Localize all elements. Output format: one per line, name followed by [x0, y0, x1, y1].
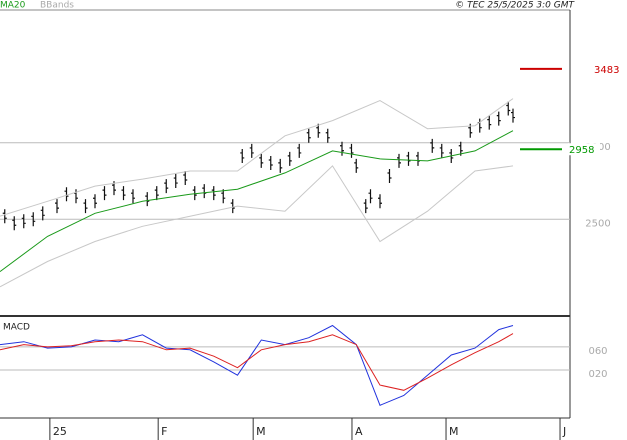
- price-bar: [2, 209, 7, 224]
- price-bar: [131, 189, 135, 204]
- price-bar: [496, 111, 501, 126]
- legend-ma20: MA20: [0, 1, 26, 11]
- indicator-line: [0, 130, 514, 273]
- price-bar: [145, 192, 150, 207]
- band-upper: [0, 98, 514, 217]
- price-bar: [487, 115, 492, 130]
- price-bar: [31, 212, 36, 227]
- price-bar: [378, 194, 382, 209]
- price-bar: [12, 216, 17, 231]
- credit: © TEC 25/5/2025 3:0 GMT: [455, 1, 575, 11]
- price-bar: [102, 186, 107, 201]
- price-bar: [268, 156, 273, 170]
- indicator-line: [0, 324, 514, 406]
- price-bar: [83, 199, 88, 214]
- price-bar: [164, 179, 169, 194]
- price-bar: [183, 170, 188, 185]
- price-bar: [40, 206, 45, 221]
- price-bar: [21, 214, 26, 229]
- price-bar: [192, 186, 197, 201]
- x-tick-label: A: [355, 425, 363, 438]
- price-bar: [55, 199, 59, 214]
- price-bar: [439, 143, 444, 158]
- price-bar: [249, 143, 254, 158]
- price-bar: [506, 101, 511, 116]
- indicator-line: [0, 333, 514, 391]
- price-bar: [240, 148, 245, 163]
- price-bar: [93, 194, 97, 209]
- x-tick-label: M: [256, 425, 266, 438]
- price-bar: [211, 186, 216, 201]
- level-label-bg: [593, 62, 625, 75]
- price-bar: [297, 143, 302, 158]
- price-bar: [387, 169, 392, 184]
- price-bar: [259, 153, 264, 168]
- price-bar: [287, 151, 292, 166]
- level-label: 2958: [569, 145, 594, 156]
- price-bar: [363, 199, 368, 214]
- macd-title: MACD: [3, 323, 30, 333]
- legend-bbands: BBands: [40, 1, 74, 11]
- y-tick-label: 060: [588, 346, 607, 357]
- price-bar: [368, 189, 373, 204]
- price-bar: [430, 138, 435, 153]
- price-bar: [64, 187, 69, 202]
- x-tick-label: M: [449, 425, 459, 438]
- price-bar: [316, 123, 321, 138]
- price-bar: [221, 189, 226, 204]
- price-bar: [230, 199, 235, 214]
- x-tick-label: F: [161, 425, 167, 438]
- price-bar: [306, 128, 311, 143]
- price-bar: [325, 128, 330, 143]
- price-bar: [406, 151, 411, 166]
- price-bar: [173, 174, 178, 189]
- band-lower: [0, 165, 514, 288]
- price-bar: [354, 158, 359, 173]
- y-tick-label: 2500: [585, 218, 610, 229]
- price-bar: [121, 186, 126, 201]
- price-bar: [511, 108, 515, 123]
- price-bar: [397, 153, 401, 168]
- x-tick-label: 25: [53, 425, 67, 438]
- price-bar: [278, 158, 283, 173]
- x-tick-label: J: [562, 425, 566, 438]
- price-bar: [349, 143, 354, 158]
- price-bar: [340, 141, 344, 156]
- level-label-bg: [568, 143, 600, 156]
- price-bar: [154, 186, 159, 201]
- level-label: 3483: [594, 65, 619, 76]
- y-tick-label: 020: [588, 369, 607, 380]
